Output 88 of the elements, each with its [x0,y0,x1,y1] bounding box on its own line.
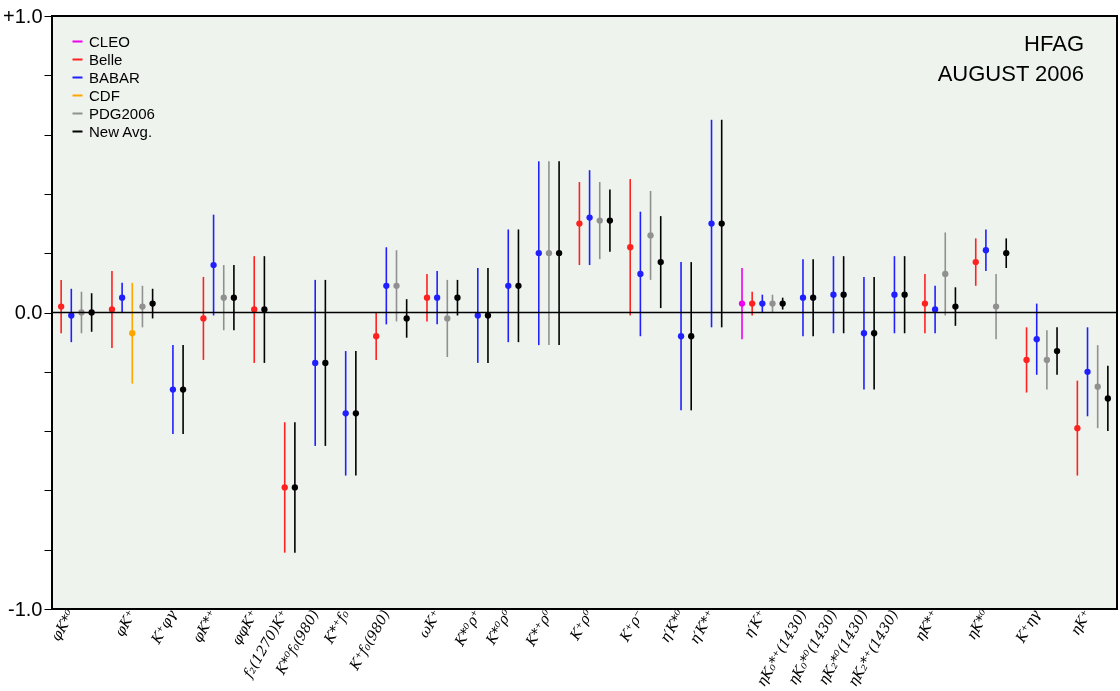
point [749,300,756,307]
point [627,244,634,251]
point [230,294,238,301]
annotation: HFAG [1024,31,1084,56]
point [637,270,644,278]
point [708,220,715,227]
legend-label: BABAR [89,68,141,86]
point [433,294,441,301]
point [484,312,492,319]
point [576,220,583,227]
point [1033,336,1040,343]
y-tick-label: -1.0 [8,597,43,620]
point [474,312,481,319]
point [586,214,593,221]
legend-label: CLEO [89,32,130,50]
point [870,330,878,337]
point [403,315,410,322]
point [251,306,258,313]
point [901,291,908,298]
point [1003,250,1010,257]
point [1084,368,1091,375]
point [281,484,288,491]
point [657,258,664,266]
point [799,294,807,301]
point [383,282,390,289]
point [291,484,299,491]
point [931,306,939,313]
point [322,359,329,367]
point [972,258,979,266]
point [1094,383,1101,390]
point [68,312,75,319]
point [261,306,268,313]
legend-label: Belle [89,50,123,68]
point [1074,424,1081,432]
point [312,359,319,367]
point [555,250,563,257]
point [992,303,1000,310]
point [342,410,349,417]
point [840,291,847,298]
point [677,333,685,340]
point [505,282,512,289]
point [738,300,746,307]
point [647,232,654,239]
point [942,270,949,278]
point [352,410,360,417]
point [535,250,542,257]
point [809,294,817,301]
point [830,291,837,298]
point [200,315,207,322]
point [108,306,116,313]
point [952,303,959,310]
point [1023,356,1030,364]
legend-label: CDF [89,86,120,104]
point [57,303,65,310]
point [373,333,380,340]
point [860,330,868,337]
legend-label: PDG2006 [89,104,155,122]
point [606,217,614,224]
point [921,300,929,307]
point [169,386,177,393]
y-tick-label: +1.0 [3,4,43,27]
point [688,333,695,340]
point [149,300,156,307]
point [118,294,126,301]
point [718,220,725,227]
point [454,294,461,301]
point [1104,395,1112,402]
point [210,261,217,269]
point [1043,356,1051,364]
point [515,282,522,289]
point [545,250,553,257]
point [129,330,136,337]
point [759,300,766,307]
annotation: AUGUST 2006 [937,61,1084,86]
point [393,282,400,289]
point [769,300,776,307]
point [139,303,146,310]
point [179,386,187,393]
point [596,217,603,224]
point [423,294,431,301]
y-tick-label: 0.0 [14,301,43,323]
point [1053,347,1061,355]
point [444,315,451,322]
point [891,291,898,298]
point [982,247,990,254]
point [779,300,786,307]
legend-label: New Avg. [89,122,153,140]
point [220,294,227,301]
